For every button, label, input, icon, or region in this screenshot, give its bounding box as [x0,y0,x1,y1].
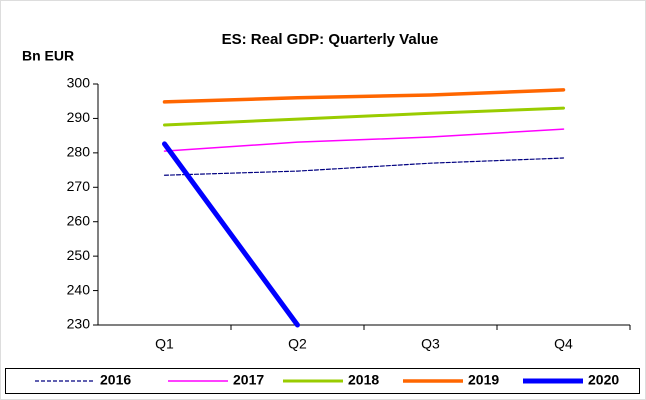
x-tick-label: Q2 [288,336,307,352]
y-tick-label: 280 [67,144,91,160]
legend-label: 2017 [233,372,264,388]
y-tick-label: 230 [67,316,91,332]
legend-label: 2016 [100,372,131,388]
y-tick-label: 300 [67,75,91,91]
x-tick-label: Q3 [421,336,440,352]
y-tick-label: 240 [67,281,91,297]
x-tick-label: Q4 [554,336,573,352]
legend-label: 2018 [348,372,379,388]
x-tick-label: Q1 [155,336,174,352]
series-line [163,106,565,127]
y-axis-label: Bn EUR [22,48,74,64]
chart-title: ES: Real GDP: Quarterly Value [222,31,439,48]
legend-label: 2020 [588,372,619,388]
series-line [162,141,300,328]
y-tick-label: 260 [67,212,91,228]
y-tick-label: 290 [67,109,91,125]
y-tick-label: 270 [67,178,91,194]
y-tick-label: 250 [67,247,91,263]
series-line [163,157,565,176]
series-line [162,88,566,104]
legend-label: 2019 [468,372,499,388]
series-line [163,128,565,152]
